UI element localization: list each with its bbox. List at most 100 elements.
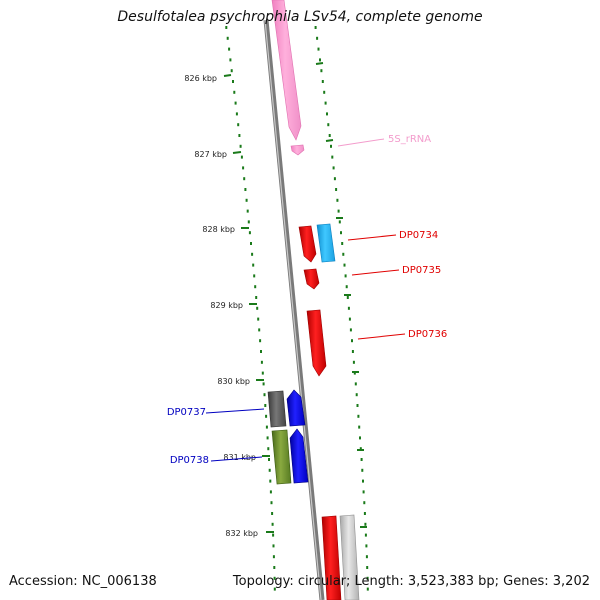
- feature-dp0737[interactable]: DP0737: [167, 389, 306, 428]
- ring-dot: [273, 566, 276, 569]
- ring-dot: [271, 512, 274, 515]
- label-leader: [337, 138, 385, 147]
- ring-dot: [321, 80, 324, 83]
- ring-dot: [351, 350, 354, 353]
- rrna-arrow-small: [290, 144, 305, 156]
- ring-dot: [364, 522, 367, 526]
- ring-dot: [349, 328, 352, 332]
- ring-dot: [317, 47, 320, 51]
- ring-dot: [237, 123, 240, 127]
- ring-dot: [353, 371, 356, 375]
- ring-dot: [357, 414, 360, 418]
- ring-dot: [268, 458, 270, 461]
- feature-5s-rrna[interactable]: 5S_rRNA: [271, 0, 431, 156]
- ring-dot: [261, 371, 264, 375]
- ring-dot: [356, 404, 359, 407]
- ring-dot: [360, 458, 363, 461]
- ring-dot: [245, 198, 248, 202]
- feature-label: DP0734: [399, 230, 438, 241]
- ring-dot: [355, 393, 358, 397]
- ring-dot: [243, 177, 246, 181]
- chart-title: Desulfotalea psychrophila LSv54, complet…: [117, 9, 483, 25]
- ring-dot: [262, 382, 265, 386]
- ring-dot: [244, 188, 247, 191]
- tick-mark: [223, 74, 232, 77]
- gene-arrow-lightgray: [339, 514, 360, 600]
- ring-dot: [366, 587, 369, 591]
- feature-label: DP0735: [402, 265, 441, 276]
- ring-dot: [270, 501, 273, 505]
- ring-dot: [362, 479, 364, 483]
- ring-dot: [331, 155, 334, 159]
- ring-dot: [238, 134, 241, 137]
- ring-dot: [228, 47, 231, 51]
- label-leader: [351, 269, 400, 276]
- ring-dot: [314, 26, 317, 29]
- ring-dot: [327, 123, 330, 127]
- tick-828: 828 kbp: [202, 225, 249, 234]
- ring-dot: [233, 90, 236, 94]
- feature-label: 5S_rRNA: [388, 134, 431, 145]
- tick-label: 830 kbp: [217, 377, 250, 386]
- ring-dot: [263, 393, 266, 397]
- ring-dot: [352, 360, 355, 364]
- ring-dot: [269, 479, 272, 483]
- ring-dot: [251, 252, 254, 256]
- ring-dot: [359, 436, 361, 440]
- ring-dot: [316, 36, 319, 40]
- outer-ticks: [315, 62, 367, 528]
- tick-label: 828 kbp: [202, 225, 235, 234]
- ring-dot: [347, 306, 350, 310]
- genome-backbone: [263, 19, 325, 600]
- tick-label: 829 kbp: [210, 301, 243, 310]
- feature-bottom-pair[interactable]: [321, 514, 360, 600]
- tick-830: 830 kbp: [217, 377, 264, 386]
- ring-dot: [359, 447, 362, 451]
- accession-text: Accession: NC_006138: [9, 574, 157, 589]
- ring-dot: [235, 112, 238, 116]
- ring-dot: [354, 382, 357, 386]
- tick-label: 832 kbp: [225, 529, 258, 538]
- feature-dp0734[interactable]: DP0734: [298, 223, 438, 263]
- ring-dot: [272, 555, 275, 559]
- ring-dot: [342, 252, 345, 256]
- ring-dot: [272, 533, 275, 537]
- ring-dot: [252, 263, 255, 267]
- feature-dp0735[interactable]: DP0735: [303, 265, 441, 290]
- feature-label: DP0737: [167, 407, 206, 418]
- ring-dot: [248, 231, 251, 235]
- ring-dot: [267, 447, 270, 451]
- tick-829: 829 kbp: [210, 301, 257, 310]
- label-leader: [210, 456, 263, 462]
- label-leader: [347, 234, 397, 241]
- ring-dot: [225, 26, 228, 29]
- ring-dot: [226, 36, 229, 40]
- gene-arrow: [298, 225, 317, 263]
- gene-arrow-cyan: [316, 223, 336, 263]
- feature-label: DP0738: [170, 455, 209, 466]
- tick-label: 827 kbp: [194, 150, 227, 159]
- ring-dot: [240, 155, 243, 159]
- ring-dot: [340, 231, 342, 235]
- feature-label: DP0736: [408, 329, 447, 340]
- ring-dot: [247, 220, 250, 224]
- feature-dp0738[interactable]: DP0738: [170, 428, 309, 485]
- ring-dot: [230, 69, 233, 73]
- ring-dot: [344, 274, 347, 278]
- ring-dot: [341, 242, 344, 245]
- ring-dot: [272, 544, 275, 548]
- tick-831: 831 kbp: [223, 453, 270, 462]
- ring-dot: [265, 414, 268, 418]
- feature-dp0736[interactable]: DP0736: [306, 309, 447, 377]
- label-leader: [205, 408, 265, 414]
- ring-dot: [234, 101, 237, 105]
- tick-ring-dots: [225, 26, 369, 591]
- ring-dot: [346, 296, 349, 299]
- ring-dot: [362, 490, 365, 494]
- gene-arrow-blue: [289, 428, 309, 484]
- ring-dot: [254, 285, 257, 289]
- ring-dot: [365, 555, 368, 559]
- ring-dot: [253, 274, 256, 278]
- genome-backbone-highlight: [264, 19, 322, 600]
